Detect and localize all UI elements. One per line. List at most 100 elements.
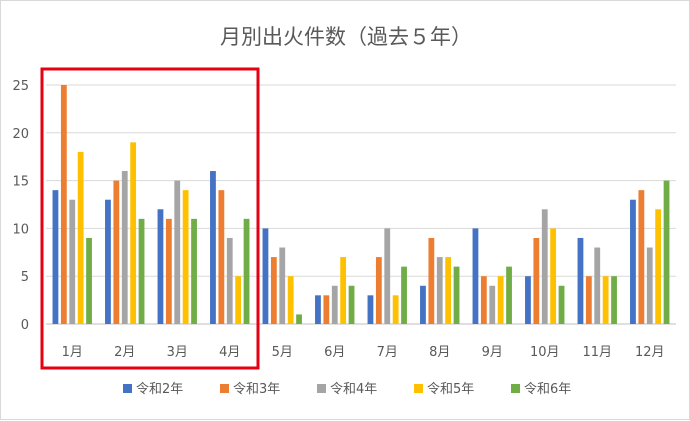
legend-item: 令和2年 [123, 382, 183, 397]
bar [340, 257, 347, 324]
bar [611, 276, 617, 324]
bar [210, 171, 216, 324]
bar [182, 190, 189, 324]
legend-item: 令和6年 [511, 382, 571, 397]
y-tick-label: 0 [21, 318, 29, 333]
bar [663, 180, 670, 324]
bar [392, 295, 399, 324]
bar [375, 257, 382, 324]
bar [243, 218, 250, 324]
bar [296, 314, 302, 324]
bar [630, 199, 636, 324]
bar [279, 247, 286, 324]
x-tick-label: 2月 [114, 345, 135, 360]
bar [86, 237, 92, 324]
legend-label: 令和2年 [136, 382, 183, 397]
bars [52, 85, 670, 324]
bar [472, 228, 479, 324]
bar [497, 276, 504, 324]
bar [646, 247, 653, 324]
highlight-box [40, 67, 260, 370]
x-tick-label: 1月 [62, 345, 83, 360]
legend-swatch [317, 384, 326, 393]
x-tick-label: 4月 [219, 345, 240, 360]
bar [270, 257, 277, 324]
bar [157, 209, 164, 324]
legend-item: 令和3年 [220, 382, 280, 397]
bar [384, 228, 391, 324]
bar [287, 276, 294, 324]
legend-label: 令和5年 [427, 382, 474, 397]
bar [226, 237, 233, 324]
bar [445, 257, 452, 324]
y-tick-label: 5 [21, 270, 29, 285]
bar [348, 285, 355, 324]
bar [331, 285, 338, 324]
bar [401, 266, 407, 324]
x-tick-label: 9月 [482, 345, 503, 360]
x-tick-label: 10月 [530, 345, 560, 360]
x-tick-label: 6月 [324, 345, 345, 360]
x-tick-label: 8月 [429, 345, 450, 360]
bar [602, 276, 609, 324]
y-axis-ticks: 0 5 10 15 20 25 [12, 79, 29, 333]
legend: 令和2年 令和3年 令和4年 令和5年 令和6年 [123, 382, 571, 397]
bar [315, 295, 321, 324]
legend-label: 令和3年 [233, 382, 280, 397]
bar [558, 285, 565, 324]
x-tick-label: 5月 [272, 345, 293, 360]
bar [235, 276, 242, 324]
y-tick-label: 10 [12, 222, 29, 237]
x-axis-ticks: 1月 2月 3月 4月 5月 6月 7月 8月 9月 10月 11月 12月 [62, 345, 665, 360]
bar [52, 190, 59, 324]
legend-item: 令和4年 [317, 382, 377, 397]
bar [174, 180, 181, 324]
y-tick-label: 15 [12, 175, 29, 190]
bar [367, 295, 374, 324]
legend-swatch [220, 384, 229, 393]
x-tick-label: 11月 [582, 345, 612, 360]
bar [105, 199, 111, 324]
bar [218, 190, 225, 324]
bar [436, 257, 443, 324]
bar [655, 209, 662, 324]
gridlines [46, 84, 676, 325]
legend-label: 令和6年 [524, 382, 571, 397]
bar [165, 218, 172, 324]
y-tick-label: 25 [12, 79, 29, 94]
bar [489, 285, 496, 324]
bar [191, 218, 197, 324]
bar [585, 276, 592, 324]
bar [77, 151, 84, 324]
x-tick-label: 7月 [377, 345, 398, 360]
legend-swatch [511, 384, 520, 393]
legend-label: 令和4年 [330, 382, 377, 397]
x-tick-label: 3月 [167, 345, 188, 360]
bar [480, 276, 487, 324]
bar [323, 295, 330, 324]
bar [533, 237, 540, 324]
bar [638, 190, 645, 324]
bar [262, 228, 269, 324]
bar [121, 171, 128, 324]
bar [594, 247, 601, 324]
bar [113, 180, 120, 324]
bar [550, 228, 557, 324]
bar [130, 142, 137, 324]
y-tick-label: 20 [12, 127, 29, 142]
bar [420, 285, 426, 324]
legend-item: 令和5年 [414, 382, 474, 397]
bar [541, 209, 548, 324]
bar [525, 276, 531, 324]
bar [138, 218, 145, 324]
legend-swatch [123, 384, 132, 393]
bar [453, 266, 460, 324]
chart-title: 月別出火件数（過去５年） [220, 25, 472, 49]
bar [69, 199, 76, 324]
legend-swatch [414, 384, 423, 393]
x-tick-label: 12月 [635, 345, 665, 360]
bar [577, 237, 584, 324]
highlight-box-layer [40, 67, 260, 370]
